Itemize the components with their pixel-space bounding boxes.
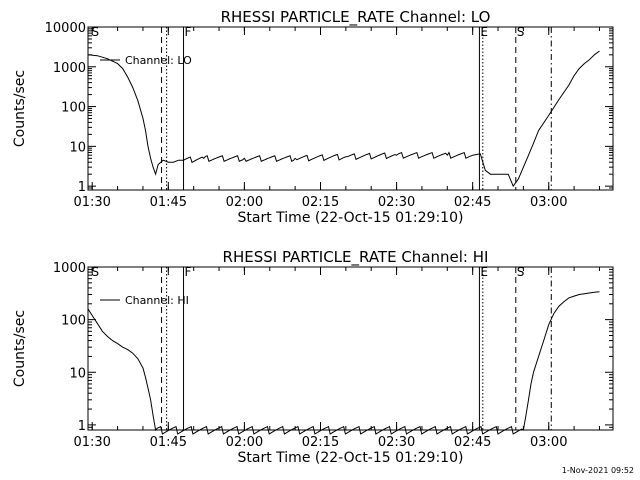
data-series-line <box>87 50 600 188</box>
chart-title: RHESSI PARTICLE_RATE Channel: HI <box>223 248 489 267</box>
event-marker-label: E <box>480 25 488 39</box>
x-axis-label: Start Time (22-Oct-15 01:29:10) <box>238 210 464 226</box>
event-marker-label: F <box>185 265 192 279</box>
plot-frame <box>87 266 614 431</box>
event-marker-label: S <box>92 265 100 279</box>
x-tick-label: 02:15 <box>302 195 339 210</box>
y-tick-label: 1 <box>78 180 86 195</box>
x-tick-label: 02:00 <box>226 435 263 450</box>
event-marker-label: E <box>480 265 488 279</box>
chart-title: RHESSI PARTICLE_RATE Channel: LO <box>221 8 491 27</box>
event-marker-label: S <box>92 25 100 39</box>
x-tick-label: 02:00 <box>226 195 263 210</box>
event-marker-label: F <box>185 25 192 39</box>
legend-label: Channel: HI <box>125 294 189 307</box>
x-tick-label: 02:30 <box>378 195 415 210</box>
x-tick-label: 02:45 <box>454 435 491 450</box>
x-tick-label: 03:00 <box>530 435 567 450</box>
y-tick-label: 1000 <box>53 261 86 276</box>
x-tick-label: 02:15 <box>302 435 339 450</box>
y-tick-label: 10000 <box>45 21 86 36</box>
event-marker-label: S <box>517 25 525 39</box>
data-series-line <box>87 291 600 435</box>
y-tick-label: 1000 <box>53 61 86 76</box>
y-tick-label: 10 <box>69 140 86 155</box>
x-tick-label: 01:45 <box>150 435 187 450</box>
y-axis-label: Counts/sec <box>12 70 28 147</box>
x-tick-label: 01:30 <box>73 435 110 450</box>
date-stamp: 1-Nov-2021 09:52 <box>561 466 634 475</box>
event-marker-label: S <box>517 265 525 279</box>
chart-panel-1: RHESSI PARTICLE_RATE Channel: LO 1 10 100 10… <box>12 8 614 226</box>
x-tick-label: 02:30 <box>378 435 415 450</box>
x-tick-label: 02:45 <box>454 195 491 210</box>
x-axis-label: Start Time (22-Oct-15 01:29:10) <box>238 450 464 466</box>
y-axis-label: Counts/sec <box>12 310 28 387</box>
y-tick-label: 100 <box>61 314 86 329</box>
x-tick-label: 01:30 <box>73 195 110 210</box>
y-tick-label: 100 <box>61 101 86 116</box>
x-tick-label: 01:45 <box>150 195 187 210</box>
chart-panel-2: RHESSI PARTICLE_RATE Channel: HI 1 10 100 10… <box>12 248 614 466</box>
x-tick-label: 03:00 <box>530 195 567 210</box>
y-tick-label: 1 <box>78 419 86 434</box>
y-tick-label: 10 <box>69 366 86 381</box>
legend-label: Channel: LO <box>125 54 192 67</box>
